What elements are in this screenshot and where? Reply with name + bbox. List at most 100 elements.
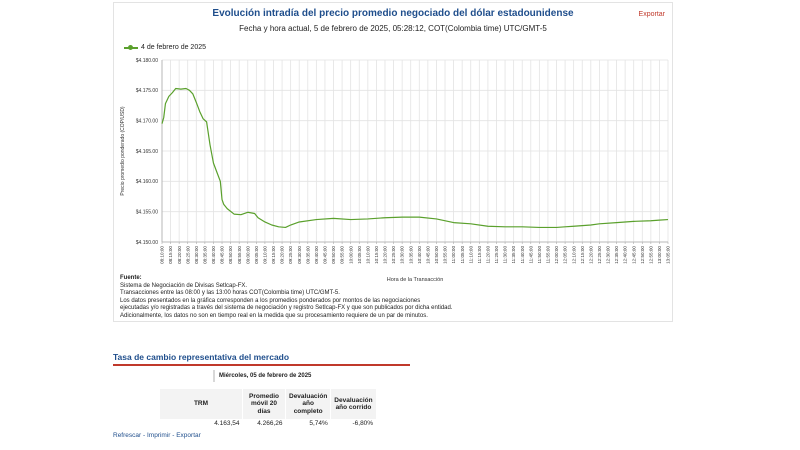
x-tick-label: 11:05:00 — [460, 246, 465, 264]
chart-legend[interactable]: 4 de febrero de 2025 — [124, 44, 206, 51]
series-layer — [161, 87, 669, 229]
x-tick-label: 12:20:00 — [588, 246, 593, 264]
x-tick-label: 11:00:00 — [451, 246, 456, 264]
x-tick-label: 08:30:00 — [194, 246, 199, 264]
print-link[interactable]: Imprimir — [146, 432, 171, 439]
x-tick-label: 11:35:00 — [511, 246, 516, 264]
source-line: Adicionalmente, los datos no son en tiem… — [120, 312, 428, 319]
x-tick-label: 12:55:00 — [648, 246, 653, 264]
y-tick-label: $4.175.00 — [136, 88, 158, 94]
x-tick-label: 12:15:00 — [580, 246, 585, 264]
x-tick-label: 10:50:00 — [434, 246, 439, 264]
devaluation-ytd-col-header: Devaluación año corrido — [330, 389, 377, 419]
source-line: Transacciones entre las 08:00 y las 13:0… — [120, 290, 340, 297]
x-tick-label: 12:00:00 — [554, 246, 559, 264]
x-tick-label: 10:35:00 — [408, 246, 413, 264]
x-tick-label: 09:00:00 — [245, 246, 250, 264]
x-tick-label: 08:40:00 — [211, 246, 216, 264]
x-tick-label: 10:15:00 — [374, 246, 379, 264]
grid — [161, 59, 669, 244]
trm-header-row: TRM Promedio móvil 20 días Devaluación a… — [160, 389, 377, 419]
devaluation-year-col-header: Devaluación año completo — [285, 389, 332, 419]
chart-title: Evolución intradía del precio promedio n… — [212, 8, 574, 19]
x-tick-label: 10:55:00 — [443, 246, 448, 264]
x-tick-label: 12:30:00 — [606, 246, 611, 264]
trm-table: TRM Promedio móvil 20 días Devaluación a… — [160, 389, 377, 428]
refresh-link[interactable]: Refrescar — [113, 432, 142, 439]
x-tick-label: 09:05:00 — [254, 246, 259, 264]
devaluation-ytd-value: -6,80% — [330, 419, 377, 428]
chart-panel: $4.150.00 $4.155.00 $4.160.00 $4.165.00 $4.1… — [113, 2, 673, 322]
x-tick-label: 10:05:00 — [357, 246, 362, 264]
x-tick-label: 10:10:00 — [365, 246, 370, 264]
x-tick-label: 12:45:00 — [631, 246, 636, 264]
y-tick-label: $4.165.00 — [136, 149, 158, 155]
link-separator: - — [141, 432, 147, 439]
chart-source-note: Fuente: Sistema de Negociación de Divisa… — [120, 275, 660, 321]
x-tick-label: 10:40:00 — [417, 246, 422, 264]
y-tick-label: $4.170.00 — [136, 118, 158, 124]
x-tick-label: 09:35:00 — [305, 246, 310, 264]
x-tick-label: 09:45:00 — [323, 246, 328, 264]
x-tick-label: 12:10:00 — [571, 246, 576, 264]
trm-section-heading: Tasa de cambio representativa del mercad… — [113, 352, 410, 366]
x-tick-label: 10:25:00 — [391, 246, 396, 264]
trm-values-row: 4.163,54 4.266,26 5,74% -6,80% — [160, 419, 377, 428]
source-title: Fuente: — [120, 275, 142, 281]
y-tick-label: $4.150.00 — [136, 240, 158, 246]
x-tick-label: 08:45:00 — [220, 246, 225, 264]
x-tick-label: 10:00:00 — [348, 246, 353, 264]
trm-date: Miércoles, 05 de febrero de 2025 — [213, 370, 311, 382]
x-tick-label: 08:20:00 — [177, 246, 182, 264]
y-axis-ticks: $4.150.00 $4.155.00 $4.160.00 $4.165.00 $4.1… — [136, 58, 158, 246]
y-axis-label: Precio promedio ponderado (COP/USD) — [120, 106, 126, 196]
devaluation-year-value: 5,74% — [285, 419, 331, 428]
x-tick-label: 11:15:00 — [477, 246, 482, 264]
legend-label: 4 de febrero de 2025 — [141, 44, 206, 51]
x-tick-label: 12:05:00 — [563, 246, 568, 264]
x-tick-label: 13:00:00 — [657, 246, 662, 264]
source-line: ejecutadas y/o registradas a través del … — [120, 305, 453, 312]
x-tick-label: 11:50:00 — [537, 246, 542, 264]
x-tick-label: 08:35:00 — [202, 246, 207, 264]
x-tick-label: 10:20:00 — [383, 246, 388, 264]
x-tick-label: 11:25:00 — [494, 246, 499, 264]
intraday-line-chart: $4.150.00 $4.155.00 $4.160.00 $4.165.00 $4.1… — [120, 58, 671, 283]
x-tick-label: 11:45:00 — [528, 246, 533, 264]
y-tick-label: $4.155.00 — [136, 209, 158, 215]
chart-subtitle: Fecha y hora actual, 5 de febrero de 202… — [239, 24, 547, 33]
x-tick-label: 12:35:00 — [614, 246, 619, 264]
export-chart-button[interactable]: Exportar — [638, 11, 665, 18]
x-axis-ticks: 08:10:00 08:15:00 08:20:00 08:25:00 08:30:00… — [160, 246, 671, 264]
legend-marker-icon — [124, 44, 138, 50]
trm-col-header: TRM — [160, 389, 243, 419]
x-tick-label: 11:30:00 — [503, 246, 508, 264]
x-tick-label: 10:45:00 — [425, 246, 430, 264]
trm-value: 4.163,54 — [160, 419, 243, 428]
x-tick-label: 09:25:00 — [288, 246, 293, 264]
x-tick-label: 11:20:00 — [485, 246, 490, 264]
moving-average-value: 4.266,26 — [242, 419, 286, 428]
x-axis-label: Hora de la Transacción — [387, 277, 444, 283]
x-tick-label: 11:55:00 — [546, 246, 551, 264]
x-tick-label: 09:50:00 — [331, 246, 336, 264]
x-tick-label: 08:50:00 — [228, 246, 233, 264]
source-line: Sistema de Negociación de Divisas Setlca… — [120, 282, 248, 289]
series-line — [161, 87, 669, 229]
x-tick-label: 11:10:00 — [468, 246, 473, 264]
x-tick-label: 09:10:00 — [263, 246, 268, 264]
x-tick-label: 08:55:00 — [237, 246, 242, 264]
x-tick-label: 08:25:00 — [185, 246, 190, 264]
x-tick-label: 11:40:00 — [520, 246, 525, 264]
link-separator: - — [170, 432, 177, 439]
x-tick-label: 09:15:00 — [271, 246, 276, 264]
x-tick-label: 13:05:00 — [666, 246, 671, 264]
moving-average-col-header: Promedio móvil 20 días — [242, 389, 286, 419]
action-links: Refrescar - Imprimir - Exportar — [113, 432, 201, 439]
x-tick-label: 08:10:00 — [160, 246, 165, 264]
x-tick-label: 09:20:00 — [280, 246, 285, 264]
x-tick-label: 09:55:00 — [340, 246, 345, 264]
y-tick-label: $4.160.00 — [136, 179, 158, 185]
x-tick-label: 09:30:00 — [297, 246, 302, 264]
export-link[interactable]: Exportar — [176, 432, 201, 439]
